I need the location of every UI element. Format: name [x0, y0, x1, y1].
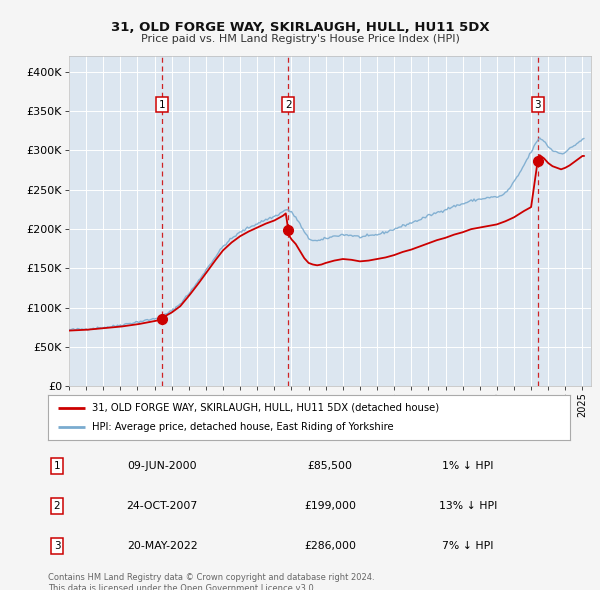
Text: 13% ↓ HPI: 13% ↓ HPI: [439, 501, 497, 511]
Text: 24-OCT-2007: 24-OCT-2007: [127, 501, 197, 511]
Text: 7% ↓ HPI: 7% ↓ HPI: [442, 541, 494, 551]
Text: 31, OLD FORGE WAY, SKIRLAUGH, HULL, HU11 5DX: 31, OLD FORGE WAY, SKIRLAUGH, HULL, HU11…: [110, 21, 490, 34]
Text: Price paid vs. HM Land Registry's House Price Index (HPI): Price paid vs. HM Land Registry's House …: [140, 34, 460, 44]
Text: 31, OLD FORGE WAY, SKIRLAUGH, HULL, HU11 5DX (detached house): 31, OLD FORGE WAY, SKIRLAUGH, HULL, HU11…: [92, 403, 439, 412]
Text: 2: 2: [53, 501, 61, 511]
Text: 1% ↓ HPI: 1% ↓ HPI: [442, 461, 494, 471]
Text: £85,500: £85,500: [308, 461, 353, 471]
Text: 3: 3: [534, 100, 541, 110]
Text: £199,000: £199,000: [304, 501, 356, 511]
Text: 09-JUN-2000: 09-JUN-2000: [127, 461, 197, 471]
Text: 2: 2: [285, 100, 292, 110]
Text: £286,000: £286,000: [304, 541, 356, 551]
Text: 1: 1: [53, 461, 61, 471]
Text: 1: 1: [159, 100, 166, 110]
Text: 20-MAY-2022: 20-MAY-2022: [127, 541, 197, 551]
Text: 3: 3: [53, 541, 61, 551]
Text: HPI: Average price, detached house, East Riding of Yorkshire: HPI: Average price, detached house, East…: [92, 422, 394, 432]
Text: Contains HM Land Registry data © Crown copyright and database right 2024.
This d: Contains HM Land Registry data © Crown c…: [48, 573, 374, 590]
